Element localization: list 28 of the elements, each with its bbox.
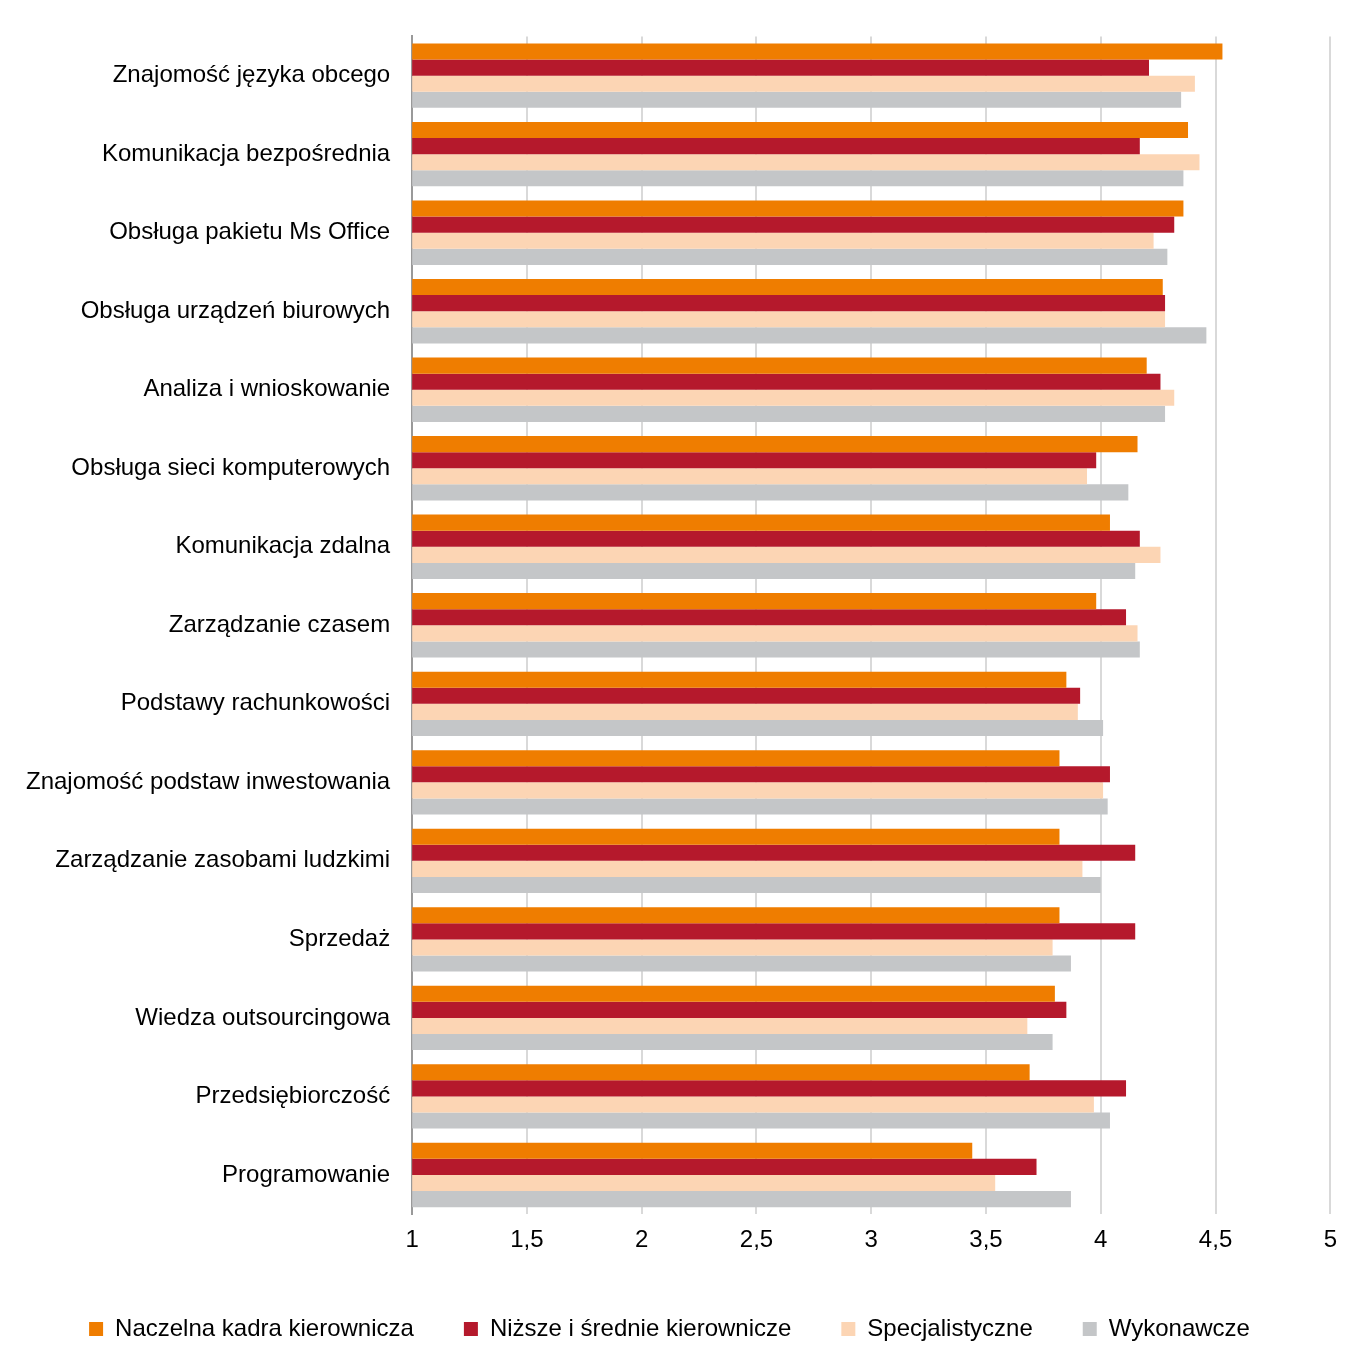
y-tick-label: Analiza i wnioskowanie	[143, 374, 391, 402]
y-tick-label: Wiedza outsourcingowa	[135, 1002, 391, 1030]
x-tick-label: 4	[1094, 1225, 1108, 1253]
x-tick-label: 3	[864, 1225, 878, 1253]
y-tick-label: Komunikacja zdalna	[175, 531, 391, 559]
x-tick-label: 5	[1323, 1225, 1338, 1253]
y-tick-label: Komunikacja bezpośrednia	[102, 138, 391, 166]
y-tick-label: Sprzedaż	[288, 924, 391, 952]
legend-label: Specjalistyczne	[867, 1313, 1033, 1341]
x-tick-label: 1,5	[510, 1225, 544, 1253]
y-tick-label: Znajomość podstaw inwestowania	[26, 766, 391, 794]
y-tick-label: Zarządzanie zasobami ludzkimi	[55, 845, 391, 873]
y-tick-label: Obsługa sieci komputerowych	[71, 452, 391, 480]
y-tick-label: Przedsiębiorczość	[195, 1081, 391, 1109]
legend-label: Wykonawcze	[1108, 1313, 1250, 1341]
x-tick-label: 2	[635, 1225, 649, 1253]
x-tick-label: 1	[405, 1225, 419, 1253]
y-tick-label: Obsługa pakietu Ms Office	[109, 217, 391, 245]
y-tick-label: Zarządzanie czasem	[168, 609, 391, 637]
y-tick-label: Podstawy rachunkowości	[120, 688, 391, 716]
x-tick-label: 2,5	[739, 1225, 774, 1253]
legend-label: Niższe i średnie kierownicze	[489, 1313, 792, 1341]
y-tick-label: Obsługa urządzeń biurowych	[80, 295, 391, 323]
y-tick-label: Znajomość języka obcego	[112, 60, 391, 88]
x-tick-label: 4,5	[1198, 1225, 1233, 1253]
x-tick-label: 3,5	[969, 1225, 1003, 1253]
legend-label: Naczelna kadra kierownicza	[115, 1313, 415, 1341]
y-tick-label: Programowanie	[222, 1159, 391, 1187]
